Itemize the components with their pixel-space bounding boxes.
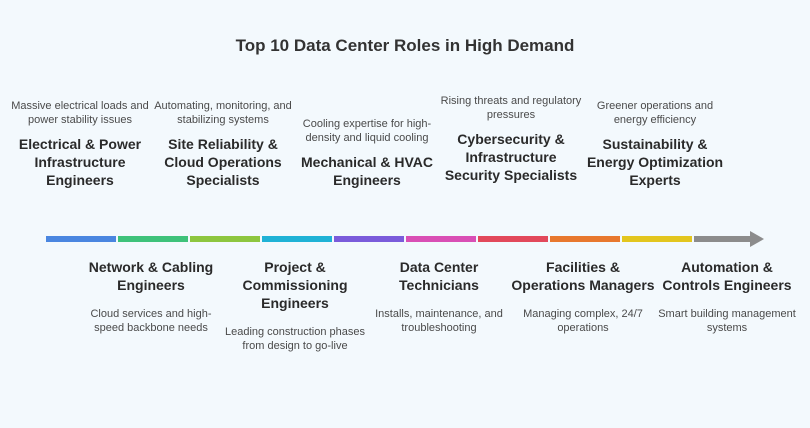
role-description: Leading construction phases from design … [224,326,366,352]
role-cybersecurity: Rising threats and regulatory pressures … [436,95,586,184]
role-description: Smart building management systems [658,308,796,334]
role-description: Rising threats and regulatory pressures [440,95,582,121]
role-name: Mechanical & HVAC Engineers [301,154,433,188]
role-name: Cybersecurity & Infrastructure Security … [444,131,578,183]
timeline-bar [46,231,766,247]
timeline-segment [550,236,620,242]
timeline-segment [694,236,752,242]
timeline-arrow-icon [750,231,764,247]
role-facilities: Facilities & Operations Managers Managin… [508,258,658,335]
role-name: Facilities & Operations Managers [511,259,655,293]
role-network: Network & Cabling Engineers Cloud servic… [76,258,226,335]
role-description: Massive electrical loads and power stabi… [11,100,149,126]
role-description: Installs, maintenance, and troubleshooti… [375,308,503,334]
role-sustainability: Greener operations and energy efficiency… [580,100,730,189]
timeline-segment [478,236,548,242]
role-project: Project & Commissioning Engineers Leadin… [220,258,370,353]
role-name: Site Reliability & Cloud Operations Spec… [164,136,282,188]
timeline-segment [190,236,260,242]
role-description: Cloud services and high-speed backbone n… [90,308,212,334]
role-name: Automation & Controls Engineers [662,259,792,293]
role-mechanical: Cooling expertise for high-density and l… [292,118,442,189]
role-electrical: Massive electrical loads and power stabi… [5,100,155,189]
timeline-segment [622,236,692,242]
timeline-segment [262,236,332,242]
role-automation: Automation & Controls Engineers Smart bu… [652,258,802,335]
timeline-segment [334,236,404,242]
role-name: Network & Cabling Engineers [88,259,214,293]
timeline-segment [118,236,188,242]
role-site-reliability: Automating, monitoring, and stabilizing … [148,100,298,189]
role-name: Project & Commissioning Engineers [242,259,348,311]
role-name: Electrical & Power Infrastructure Engine… [18,136,142,188]
timeline-segment [46,236,116,242]
role-name: Sustainability & Energy Optimization Exp… [586,136,724,188]
role-description: Managing complex, 24/7 operations [523,308,643,334]
role-description: Cooling expertise for high-density and l… [302,118,432,144]
role-name: Data Center Technicians [399,259,479,293]
timeline-segment [406,236,476,242]
role-description: Automating, monitoring, and stabilizing … [154,100,292,126]
role-description: Greener operations and energy efficiency [596,100,714,126]
diagram-title: Top 10 Data Center Roles in High Demand [235,36,575,55]
role-technicians: Data Center Technicians Installs, mainte… [364,258,514,335]
